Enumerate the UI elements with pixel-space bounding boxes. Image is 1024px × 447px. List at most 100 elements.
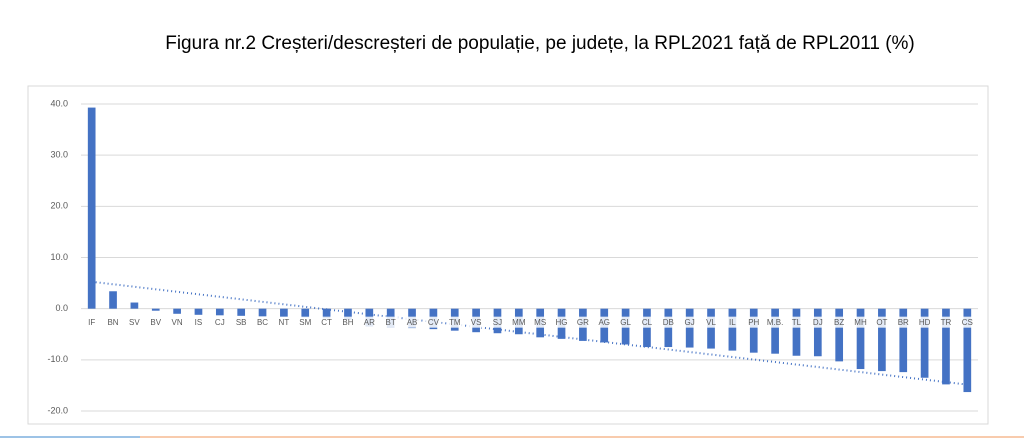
x-tick-label-bg (831, 316, 848, 328)
bar (109, 291, 117, 309)
bar (280, 308, 288, 317)
x-tick-label-bg (211, 316, 228, 328)
x-tick-label-bg (169, 316, 186, 328)
x-tick-label: SB (236, 318, 247, 327)
bar (942, 308, 950, 385)
x-tick-label: M.B. (767, 318, 783, 327)
x-tick-label-bg (767, 316, 784, 328)
bar (792, 308, 801, 356)
x-tick-label: CS (962, 318, 973, 327)
x-tick-label-bg (873, 316, 890, 328)
y-tick-label: 30.0 (50, 150, 68, 160)
x-tick-label-bg (510, 316, 527, 328)
x-tick-label: CJ (215, 318, 225, 327)
x-tick-label-bg (681, 316, 698, 328)
x-tick-label: IS (195, 318, 203, 327)
x-tick-label-bg (937, 316, 954, 328)
x-tick-label-bg (233, 316, 250, 328)
bar (813, 308, 822, 357)
trendline (91, 280, 968, 386)
bar (322, 308, 331, 319)
x-tick-label: PH (748, 318, 759, 327)
bar (344, 308, 352, 320)
x-tick-label-bg (446, 316, 463, 328)
y-tick-label: 10.0 (50, 252, 68, 262)
x-tick-label: TL (792, 318, 802, 327)
bar (835, 308, 844, 362)
bar (707, 308, 715, 349)
bar (899, 308, 908, 373)
x-tick-label-bg (339, 316, 356, 328)
x-tick-label: GJ (685, 318, 695, 327)
x-tick-label-bg (959, 316, 976, 328)
x-tick-label-bg (468, 316, 485, 328)
x-tick-label-bg (254, 316, 271, 328)
x-tick-label: AB (407, 318, 418, 327)
x-tick-label-bg (745, 316, 762, 328)
bar (643, 308, 651, 348)
x-tick-label: SJ (493, 318, 502, 327)
x-tick-label-bg (404, 316, 421, 328)
y-tick-label: 20.0 (50, 201, 68, 211)
bar (301, 308, 310, 318)
x-tick-label-bg (318, 316, 335, 328)
x-tick-label: CT (321, 318, 332, 327)
x-tick-label: HG (556, 318, 568, 327)
x-tick-label-bg (83, 316, 100, 328)
x-tick-label: DJ (813, 318, 823, 327)
x-tick-label: VL (706, 318, 716, 327)
x-tick-label: HD (919, 318, 931, 327)
x-tick-label: BH (342, 318, 353, 327)
x-tick-label-bg (532, 316, 549, 328)
x-tick-label: BC (257, 318, 268, 327)
x-tick-label-bg (916, 316, 933, 328)
bar (130, 302, 139, 309)
x-tick-label-bg (703, 316, 720, 328)
x-tick-label: MS (534, 318, 546, 327)
y-tick-label: 0.0 (55, 303, 68, 313)
bar (728, 308, 737, 351)
bar (237, 308, 246, 316)
x-tick-label-bg (809, 316, 826, 328)
x-tick-label: AR (364, 318, 375, 327)
bar (151, 308, 160, 311)
bar (87, 107, 96, 309)
bar (664, 308, 673, 348)
x-tick-label: GR (577, 318, 589, 327)
x-tick-label-bg (788, 316, 805, 328)
x-tick-label: SM (299, 318, 311, 327)
x-tick-label: IL (729, 318, 736, 327)
chart-frame (27, 85, 989, 425)
x-tick-label-bg (660, 316, 677, 328)
x-tick-label: BN (107, 318, 118, 327)
x-tick-label-bg (147, 316, 164, 328)
chart-title: Figura nr.2 Creșteri/descreșteri de popu… (165, 33, 915, 54)
x-tick-label: BV (150, 318, 161, 327)
bar (856, 308, 865, 370)
x-tick-label: TR (941, 318, 952, 327)
bar (173, 308, 181, 314)
x-tick-label-bg (617, 316, 634, 328)
x-tick-label: MM (512, 318, 526, 327)
bar (920, 308, 929, 378)
x-tick-label-bg (126, 316, 143, 328)
x-tick-label: BZ (834, 318, 844, 327)
x-tick-label-bg (596, 316, 613, 328)
x-tick-label: BR (898, 318, 909, 327)
bar (749, 308, 758, 353)
x-tick-label-bg (425, 316, 442, 328)
x-tick-label-bg (275, 316, 292, 328)
bar (258, 308, 267, 317)
x-tick-label-bg (895, 316, 912, 328)
x-tick-label: VS (471, 318, 482, 327)
x-tick-label: SV (129, 318, 140, 327)
y-tick-label: 40.0 (50, 98, 68, 108)
x-tick-label: NT (279, 318, 290, 327)
x-tick-label-bg (297, 316, 314, 328)
x-tick-label: VN (172, 318, 183, 327)
bar (878, 308, 886, 372)
x-tick-label: OT (876, 318, 887, 327)
bar (685, 308, 694, 348)
